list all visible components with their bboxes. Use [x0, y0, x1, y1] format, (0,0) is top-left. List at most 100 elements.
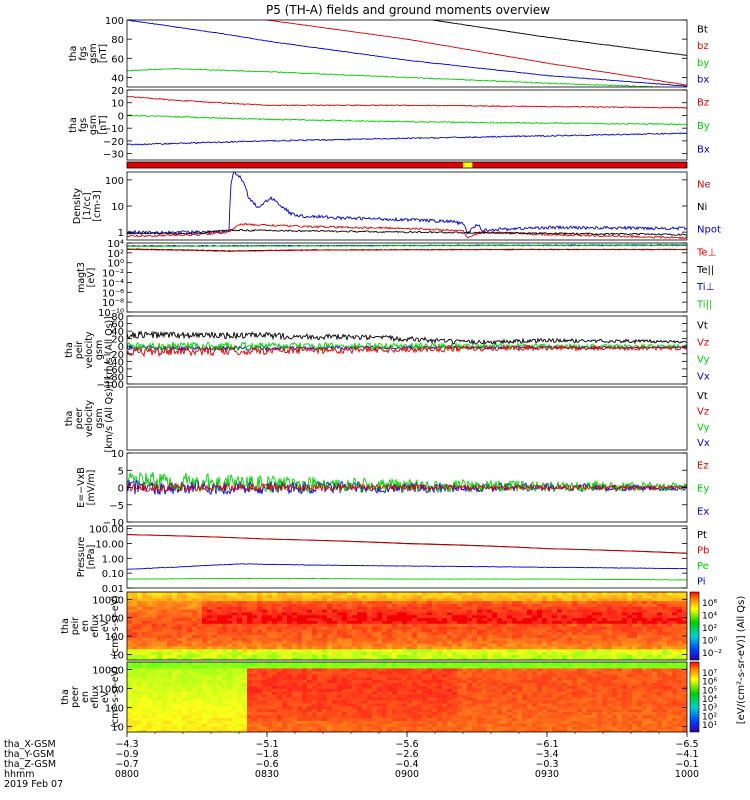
spectrogram-cell	[322, 717, 328, 721]
spectrogram-cell	[182, 609, 188, 613]
spectrogram-cell	[262, 685, 268, 689]
spectrogram-cell	[622, 634, 628, 638]
spectrogram-cell	[192, 720, 198, 724]
spectrogram-cell	[492, 697, 498, 701]
spectrogram-cell	[247, 714, 253, 719]
spectrogram-cell	[457, 670, 463, 675]
spectrogram-cell	[677, 617, 683, 621]
spectrogram-cell	[222, 609, 228, 613]
spectrogram-cell	[342, 691, 348, 695]
spectrogram-cell	[447, 617, 453, 621]
spectrogram-cell	[537, 714, 543, 719]
spectrogram-cell	[162, 592, 168, 596]
spectrogram-cell	[387, 648, 393, 653]
spectrogram-cell	[422, 729, 428, 732]
spectrogram-cell	[357, 648, 363, 653]
spectrogram-cell	[362, 594, 368, 599]
spectrogram-cell	[382, 643, 388, 647]
spectrogram-cell	[422, 614, 428, 619]
spectrogram-cell	[207, 667, 213, 672]
spectrogram-cell	[672, 594, 678, 599]
spectrogram-cell	[362, 697, 368, 701]
spectrogram-cell	[382, 620, 388, 624]
spectrogram-cell	[142, 614, 148, 619]
spectrogram-cell	[332, 729, 338, 732]
spectrogram-cell	[522, 723, 528, 727]
spectrogram-cell	[152, 626, 158, 630]
spectrogram-cell	[447, 626, 453, 630]
spectrogram-cell	[237, 667, 243, 672]
spectrogram-cell	[187, 685, 193, 689]
spectrogram-cell	[512, 592, 518, 596]
spectrogram-cell	[357, 726, 363, 730]
spectrogram-cell	[527, 670, 533, 675]
spectrogram-cell	[452, 726, 458, 730]
spectrogram-cell	[182, 594, 188, 599]
spectrogram-cell	[532, 637, 538, 641]
spectrogram-cell	[472, 694, 478, 698]
spectrogram-cell	[237, 685, 243, 689]
spectrogram-cell	[207, 626, 213, 630]
spectrogram-cell	[357, 667, 363, 672]
spectrogram-cell	[182, 637, 188, 641]
spectrogram-cell	[442, 664, 448, 669]
spectrogram-cell	[237, 688, 243, 692]
spectrogram-cell	[542, 685, 548, 689]
spectrogram-cell	[367, 723, 373, 727]
spectrogram-cell	[207, 637, 213, 641]
spectrogram-cell	[392, 676, 398, 681]
spectrogram-cell	[427, 714, 433, 719]
spectrogram-cell	[202, 711, 208, 716]
spectrogram-cell	[522, 705, 528, 710]
spectrogram-cell	[502, 723, 508, 727]
spectrogram-cell	[667, 654, 673, 658]
spectrogram-cell	[557, 628, 563, 633]
spectrogram-cell	[257, 664, 263, 669]
spectrogram-cell	[407, 645, 413, 650]
spectrogram-cell	[277, 720, 283, 724]
spectrogram-cell	[537, 623, 543, 627]
spectrogram-cell	[367, 720, 373, 724]
spectrogram-cell	[237, 670, 243, 675]
spectrogram-cell	[182, 600, 188, 604]
spectrogram-cell	[142, 645, 148, 650]
spectrogram-cell	[192, 708, 198, 713]
spectrogram-cell	[202, 699, 208, 704]
spectrogram-cell	[472, 723, 478, 727]
spectrogram-cell	[422, 592, 428, 596]
spectrogram-cell	[372, 726, 378, 730]
spectrogram-cell	[272, 594, 278, 599]
spectrogram-cell	[417, 723, 423, 727]
spectrogram-cell	[377, 694, 383, 698]
spectrogram-cell	[677, 597, 683, 602]
spectrogram-cell	[217, 603, 223, 607]
spectrogram-cell	[477, 691, 483, 695]
spectrogram-cell	[362, 708, 368, 713]
spectrogram-cell	[207, 662, 213, 666]
spectrogram-cell	[327, 667, 333, 672]
spectrogram-cell	[657, 631, 663, 636]
spectrogram-cell	[127, 631, 133, 636]
spectrogram-cell	[412, 723, 418, 727]
legend-Vz: Vz	[697, 407, 709, 418]
spectrogram-cell	[652, 654, 658, 658]
spectrogram-cell	[327, 720, 333, 724]
spectrogram-cell	[487, 673, 493, 678]
spectrogram-cell	[277, 726, 283, 730]
spectrogram-cell	[577, 592, 583, 596]
spectrogram-cell	[507, 688, 513, 692]
spectrogram-cell	[362, 623, 368, 627]
spectrogram-cell	[602, 617, 608, 621]
spectrogram-cell	[542, 691, 548, 695]
spectrogram-cell	[182, 723, 188, 727]
spectrogram-cell	[277, 729, 283, 732]
spectrogram-cell	[172, 611, 178, 616]
spectrogram-cell	[547, 657, 553, 660]
spectrogram-cell	[382, 626, 388, 630]
spectrogram-cell	[422, 657, 428, 660]
spectrogram-cell	[317, 705, 323, 710]
spectrogram-cell	[352, 711, 358, 716]
spectrogram-cell	[222, 645, 228, 650]
spectrogram-cell	[497, 702, 503, 707]
spectrogram-cell	[527, 592, 533, 596]
